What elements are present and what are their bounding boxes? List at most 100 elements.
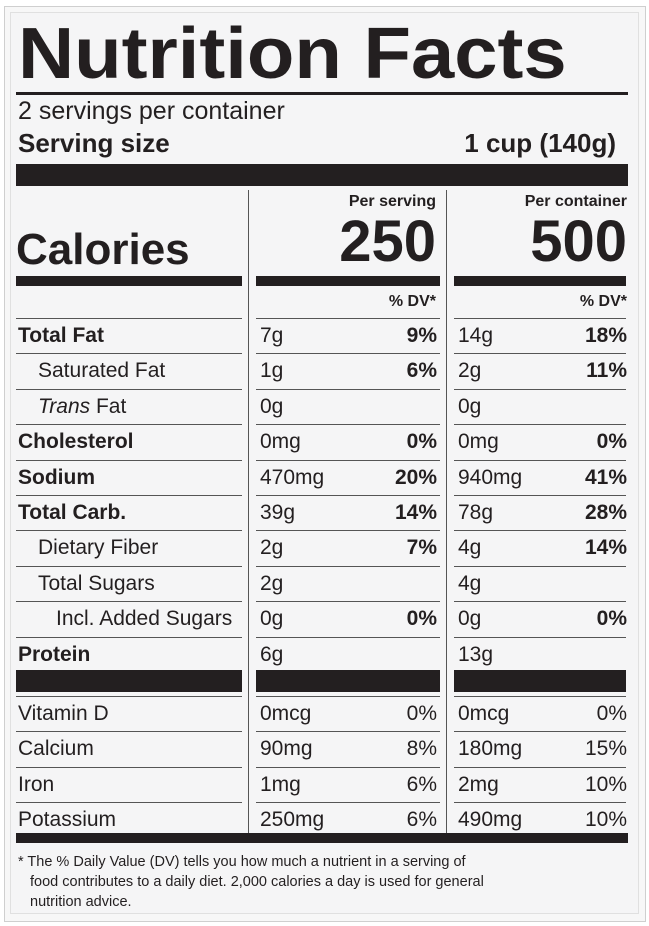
vitamins-divider-bar	[256, 670, 440, 692]
nutrient-label: Vitamin D	[18, 702, 109, 725]
serving-amount: 0g	[260, 607, 284, 631]
row-divider	[454, 565, 626, 567]
container-amount: 14g	[458, 324, 494, 347]
title-rule	[16, 92, 628, 95]
row-divider	[256, 802, 440, 804]
serving-amount: 250mg	[260, 808, 325, 832]
servings-per-container: 2 servings per container	[18, 97, 285, 125]
serving-dv: 14%	[394, 501, 437, 524]
row-divider	[16, 636, 242, 638]
serving-dv: 0%	[406, 607, 437, 631]
footnote-line: nutrition advice.	[30, 894, 132, 910]
nutrient-label: Sodium	[18, 465, 95, 489]
per-container-header: Per container	[524, 193, 627, 210]
vitamins-divider-bar	[454, 670, 626, 692]
serving-size-value: 1 cup (140g)	[464, 128, 616, 158]
bottom-bar	[16, 833, 628, 843]
container-dv: 0%	[596, 702, 627, 725]
row-divider	[454, 766, 626, 768]
row-divider	[256, 696, 440, 697]
row-divider	[256, 318, 440, 319]
row-divider	[454, 353, 626, 355]
row-divider	[16, 565, 242, 567]
container-amount: 940mg	[458, 465, 523, 489]
row-divider	[454, 495, 626, 496]
container-dv: 28%	[584, 501, 627, 524]
row-divider	[16, 424, 242, 426]
container-amount: 0g	[458, 394, 482, 418]
row-divider	[256, 766, 440, 768]
row-divider	[256, 601, 440, 603]
row-divider	[16, 459, 242, 461]
row-divider	[16, 530, 242, 532]
per-serving-header: Per serving	[348, 193, 436, 210]
row-divider	[16, 731, 242, 733]
container-amount: 4g	[458, 536, 482, 560]
dv-header-container: % DV*	[579, 293, 627, 310]
row-divider	[16, 353, 242, 355]
row-divider	[256, 495, 440, 496]
row-divider	[256, 424, 440, 426]
serving-amount: 470mg	[260, 465, 325, 489]
container-amount: 4g	[458, 571, 482, 595]
column-divider	[248, 190, 249, 833]
serving-amount: 6g	[260, 642, 284, 666]
row-divider	[256, 565, 440, 567]
serving-dv: 8%	[406, 737, 437, 761]
serving-dv: 6%	[406, 808, 437, 832]
row-divider	[16, 388, 242, 390]
calories-bar	[16, 276, 242, 286]
serving-amount: 1g	[260, 359, 284, 383]
container-dv: 0%	[596, 430, 627, 454]
serving-amount: 0mg	[260, 430, 301, 454]
row-divider	[256, 388, 440, 390]
nutrient-label: Trans Fat	[38, 394, 126, 420]
nutrient-label: Total Sugars	[38, 571, 155, 595]
nutrient-label: Iron	[18, 772, 55, 796]
container-dv: 10%	[584, 808, 627, 832]
row-divider	[16, 601, 242, 603]
serving-amount: 7g	[260, 324, 284, 347]
serving-dv: 6%	[406, 359, 437, 383]
column-divider	[446, 190, 447, 833]
serving-amount: 0g	[260, 394, 284, 418]
row-divider	[16, 766, 242, 768]
nutrient-label: Dietary Fiber	[38, 536, 159, 560]
row-divider	[256, 353, 440, 355]
calories-label: Calories	[16, 225, 190, 274]
serving-dv: 7%	[406, 536, 437, 560]
row-divider	[454, 696, 626, 697]
row-divider	[454, 802, 626, 804]
container-dv: 18%	[584, 324, 627, 347]
container-amount: 180mg	[458, 737, 523, 761]
calories-per-container: 500	[530, 209, 627, 274]
calories-bar	[256, 276, 440, 286]
row-divider	[16, 495, 242, 496]
container-amount: 2mg	[458, 772, 499, 796]
serving-amount: 1mg	[260, 772, 301, 796]
label-title: Nutrition Facts	[18, 14, 567, 94]
row-divider	[16, 696, 242, 697]
container-dv: 14%	[584, 536, 627, 560]
nutrient-label: Incl. Added Sugars	[56, 607, 233, 631]
container-amount: 13g	[458, 642, 494, 666]
nutrient-label-italic: Trans	[38, 394, 91, 418]
container-amount: 0g	[458, 607, 482, 631]
footnote-line: * The % Daily Value (DV) tells you how m…	[18, 854, 466, 870]
row-divider	[256, 530, 440, 532]
serving-dv: 0%	[406, 430, 437, 454]
serving-dv: 6%	[406, 772, 437, 796]
serving-dv: 9%	[406, 324, 437, 347]
row-divider	[16, 318, 242, 319]
row-divider	[454, 636, 626, 638]
row-divider	[454, 459, 626, 461]
row-divider	[256, 636, 440, 638]
container-amount: 490mg	[458, 808, 523, 832]
row-divider	[454, 601, 626, 603]
vitamins-divider-bar	[16, 670, 242, 692]
serving-amount: 0mcg	[260, 702, 312, 725]
container-dv: 10%	[584, 772, 627, 796]
serving-dv: 0%	[406, 702, 437, 725]
nutrient-label: Cholesterol	[18, 430, 134, 454]
row-divider	[256, 731, 440, 733]
